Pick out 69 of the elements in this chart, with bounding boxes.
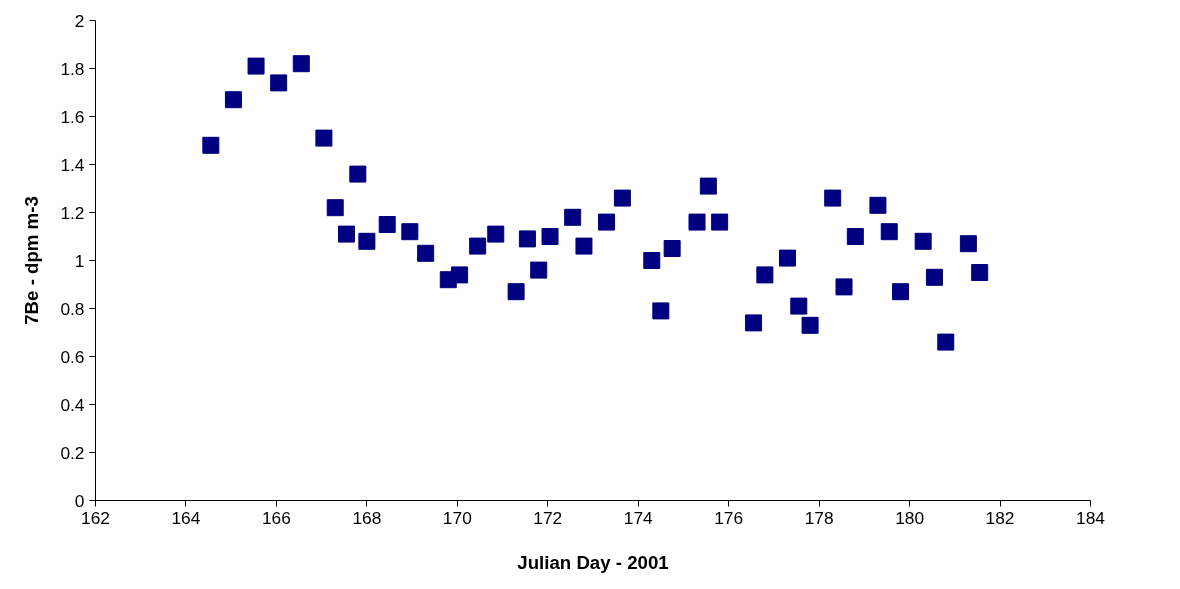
point — [688, 213, 706, 231]
point — [880, 223, 898, 241]
x-tick-label: 182 — [985, 507, 1015, 528]
point — [401, 223, 419, 241]
y-tick-label: 0.4 — [60, 394, 85, 415]
point — [202, 136, 220, 154]
point — [326, 199, 344, 217]
point — [824, 189, 842, 207]
point — [835, 278, 853, 296]
point — [469, 237, 487, 255]
point — [643, 252, 661, 269]
point — [292, 55, 310, 73]
y-axis-title: 7Be - dpm m-3 — [21, 196, 43, 325]
point — [914, 232, 932, 250]
y-tick-label: 1.4 — [60, 154, 85, 175]
point — [224, 91, 242, 109]
y-tick-label: 0.2 — [60, 442, 85, 463]
point — [378, 216, 396, 233]
x-tick-label: 166 — [261, 507, 291, 528]
point — [507, 283, 525, 301]
point — [756, 266, 774, 284]
point — [541, 228, 559, 245]
point — [846, 228, 864, 245]
point — [349, 165, 367, 183]
point — [790, 297, 808, 315]
y-tick-label: 1.6 — [60, 106, 85, 127]
point — [518, 230, 536, 248]
x-tick-label: 184 — [1076, 507, 1106, 528]
point — [663, 240, 681, 257]
x-tick-label: 178 — [804, 507, 834, 528]
y-tick-label: 1.2 — [60, 202, 85, 223]
x-tick-label: 172 — [533, 507, 563, 528]
point — [530, 261, 548, 279]
point — [247, 57, 265, 75]
point — [613, 189, 631, 207]
x-tick-label: 174 — [623, 507, 654, 528]
point — [358, 232, 376, 250]
point — [801, 316, 819, 334]
x-tick-label: 168 — [352, 507, 382, 528]
point — [417, 244, 435, 262]
point — [937, 333, 955, 351]
point — [925, 268, 943, 286]
point — [598, 213, 616, 231]
point — [869, 196, 887, 214]
y-tick-label: 2 — [74, 10, 85, 31]
point — [711, 213, 729, 231]
y-tick-label: 0.6 — [60, 346, 85, 367]
y-tick-label: 1 — [74, 250, 85, 271]
x-tick-label: 180 — [895, 507, 925, 528]
point — [315, 129, 333, 147]
point — [971, 264, 989, 281]
x-tick-label: 170 — [442, 507, 472, 528]
point — [270, 74, 288, 92]
point — [745, 314, 763, 332]
point — [699, 177, 717, 195]
y-tick-label: 0.8 — [60, 298, 85, 319]
point — [487, 225, 505, 243]
point — [451, 266, 469, 284]
point — [892, 283, 910, 301]
point — [652, 302, 670, 320]
point — [575, 237, 593, 255]
x-tick-label: 176 — [714, 507, 744, 528]
x-axis-title: Julian Day - 2001 — [517, 551, 669, 573]
y-tick-label: 1.8 — [60, 58, 85, 79]
point — [564, 208, 582, 226]
point — [778, 249, 796, 267]
point — [338, 225, 356, 243]
point — [959, 235, 977, 253]
x-tick-label: 164 — [171, 507, 201, 528]
